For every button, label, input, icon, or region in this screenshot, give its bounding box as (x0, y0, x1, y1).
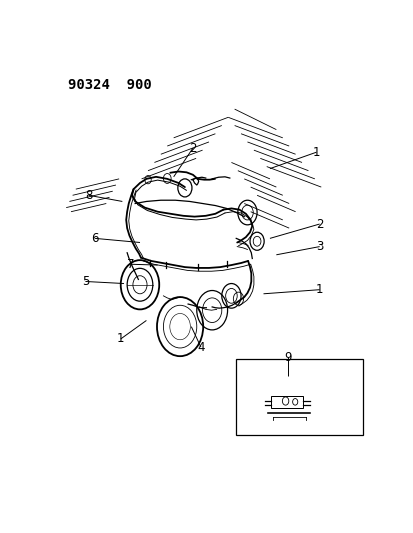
Text: 1: 1 (315, 283, 323, 296)
Text: 4: 4 (197, 341, 204, 353)
Text: 7: 7 (126, 258, 134, 271)
Text: 2: 2 (315, 217, 323, 230)
Text: 6: 6 (91, 232, 99, 245)
Text: 90324  900: 90324 900 (68, 78, 151, 92)
Text: 1: 1 (117, 333, 124, 345)
Text: 9: 9 (283, 351, 291, 364)
Bar (271, 396, 302, 408)
Text: 5: 5 (81, 275, 89, 288)
Text: 3: 3 (315, 240, 323, 253)
Text: 1: 1 (312, 146, 319, 159)
Bar (236, 359, 362, 435)
Text: 8: 8 (85, 189, 92, 202)
Text: 2: 2 (189, 142, 196, 155)
